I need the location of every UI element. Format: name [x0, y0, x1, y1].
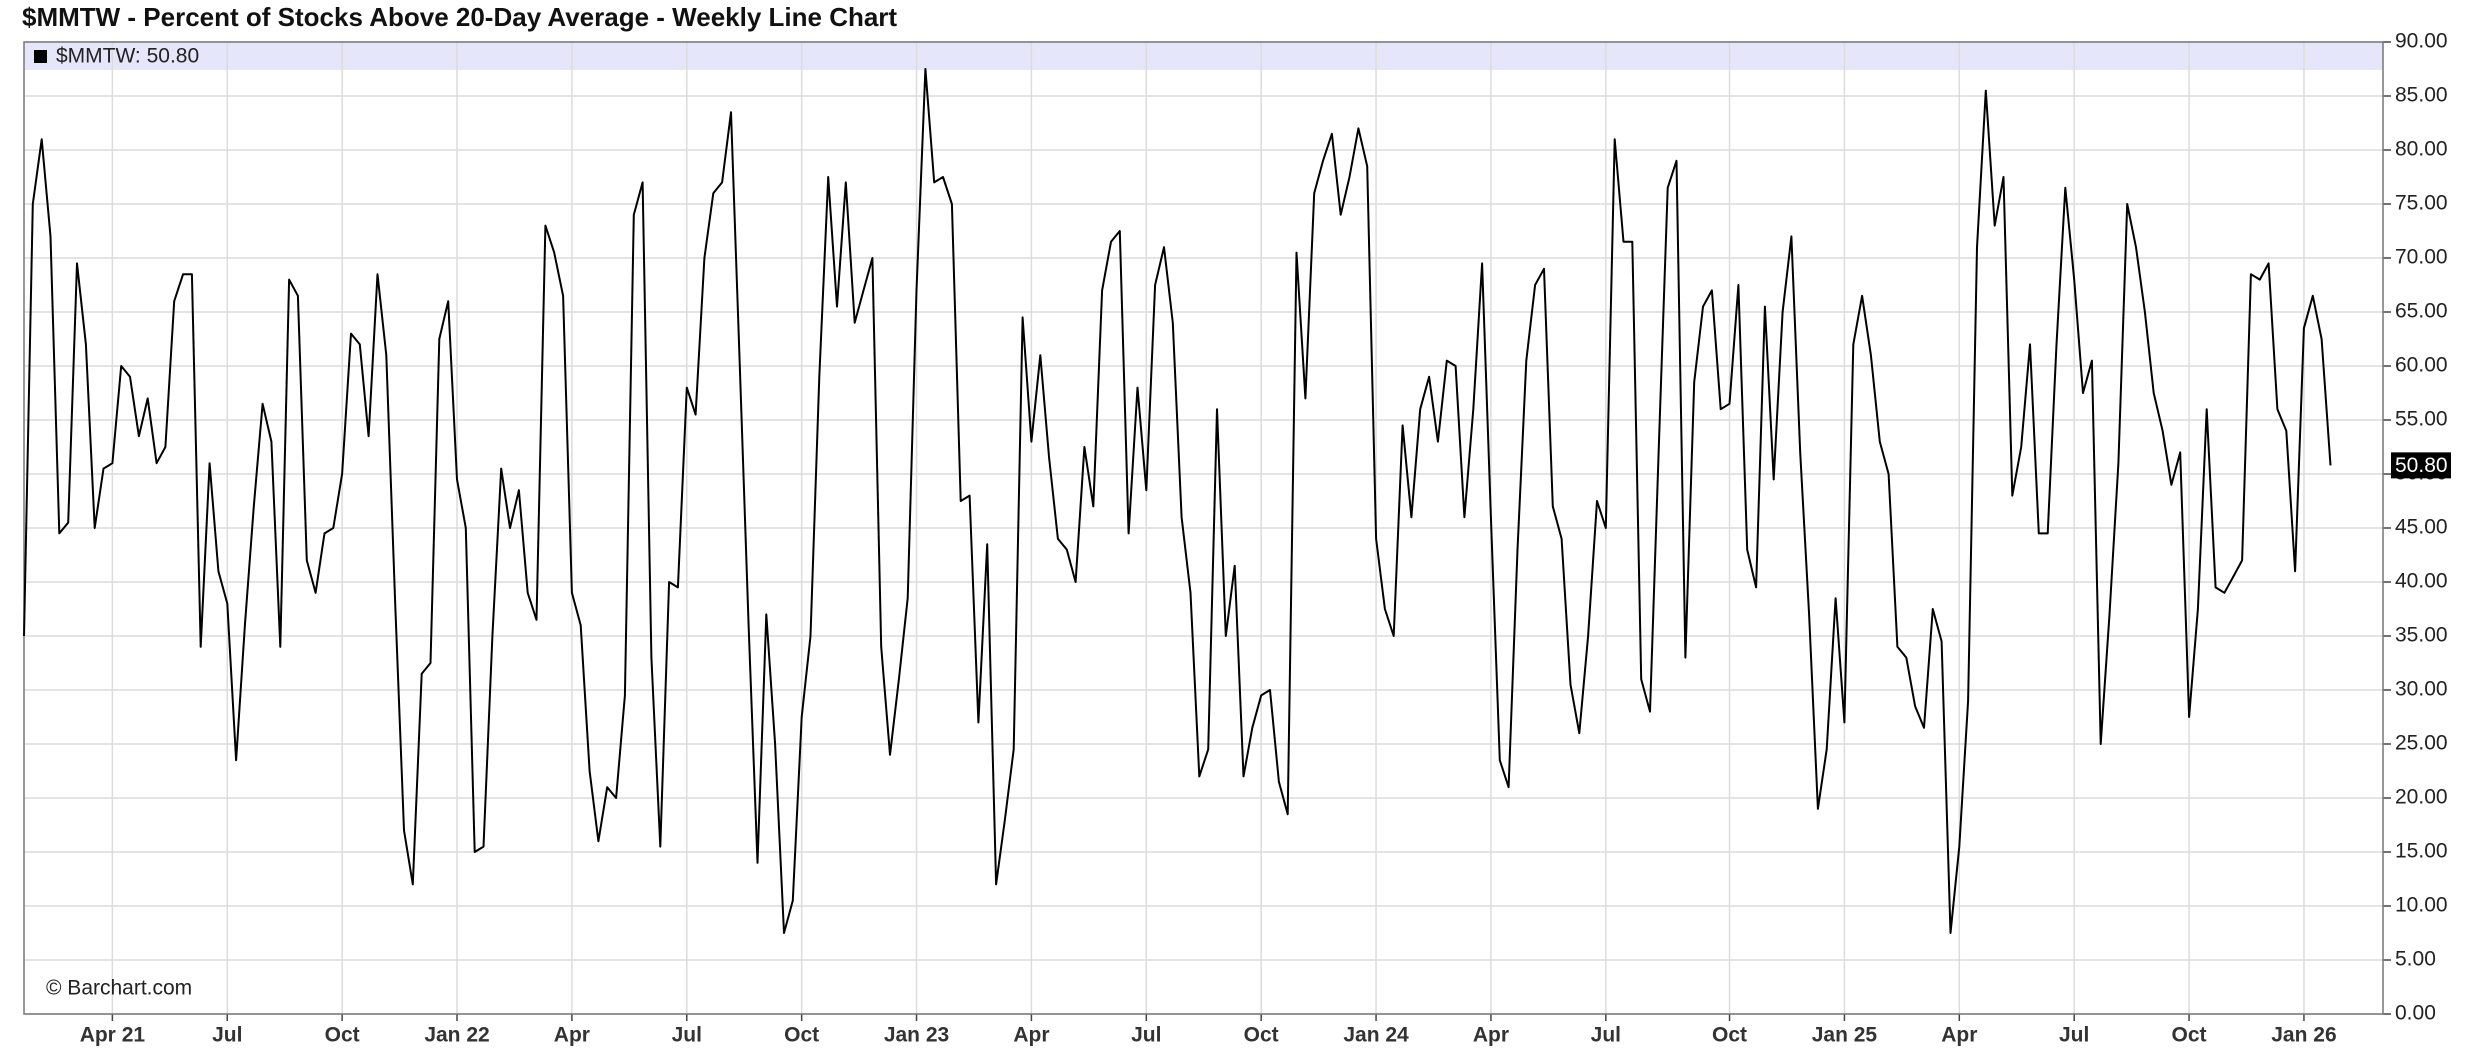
x-tick-label: Jan 25	[1812, 1024, 1878, 1047]
x-tick-label: Oct	[1712, 1024, 1747, 1047]
x-tick-label: Apr	[1473, 1024, 1509, 1047]
y-tick-label: 70.00	[2395, 246, 2448, 269]
y-tick-label: 35.00	[2395, 624, 2448, 647]
x-tick-label: Apr	[1013, 1024, 1049, 1047]
x-tick-label: Apr	[1941, 1024, 1977, 1047]
x-tick-label: Oct	[2172, 1024, 2207, 1047]
y-tick-label: 90.00	[2395, 30, 2448, 53]
y-tick-label: 5.00	[2395, 948, 2436, 971]
x-tick-label: Jul	[1131, 1024, 1161, 1047]
y-tick-label: 10.00	[2395, 894, 2448, 917]
y-tick-label: 55.00	[2395, 408, 2448, 431]
x-tick-label: Jan 22	[424, 1024, 489, 1047]
x-tick-label: Jan 26	[2271, 1024, 2336, 1047]
y-tick-label: 60.00	[2395, 354, 2448, 377]
x-tick-label: Apr	[554, 1024, 590, 1047]
credit: © Barchart.com	[46, 977, 192, 1000]
y-tick-label: 20.00	[2395, 786, 2448, 809]
series-line	[23, 68, 2332, 934]
x-tick-label: Oct	[784, 1024, 819, 1047]
y-tick-label: 80.00	[2395, 138, 2448, 161]
legend-band	[24, 42, 2383, 70]
y-tick-label: 30.00	[2395, 678, 2448, 701]
x-tick-label: Jan 24	[1343, 1024, 1409, 1047]
y-tick-label: 45.00	[2395, 516, 2448, 539]
y-tick-label: 15.00	[2395, 840, 2448, 863]
y-tick-label: 0.00	[2395, 1002, 2436, 1025]
legend-swatch	[34, 50, 47, 63]
x-tick-label: Jan 23	[884, 1024, 949, 1047]
x-tick-label: Oct	[325, 1024, 360, 1047]
x-tick-label: Jul	[672, 1024, 702, 1047]
x-tick-label: Apr 21	[80, 1024, 146, 1047]
x-tick-label: Jul	[1591, 1024, 1621, 1047]
current-value-box	[2391, 452, 2451, 479]
chart-title: $MMTW - Percent of Stocks Above 20-Day A…	[22, 2, 897, 32]
y-tick-label: 25.00	[2395, 732, 2448, 755]
plot-frame	[23, 41, 2384, 1015]
x-tick-label: Jul	[212, 1024, 242, 1047]
y-tick-label: 40.00	[2395, 570, 2448, 593]
y-tick-label: 75.00	[2395, 192, 2448, 215]
y-tick-label: 85.00	[2395, 84, 2448, 107]
y-tick-label: 65.00	[2395, 300, 2448, 323]
legend-label: $MMTW: 50.80	[56, 45, 199, 68]
x-tick-label: Jul	[2059, 1024, 2089, 1047]
x-tick-label: Oct	[1244, 1024, 1279, 1047]
current-value-label: 50.80	[2395, 454, 2448, 477]
